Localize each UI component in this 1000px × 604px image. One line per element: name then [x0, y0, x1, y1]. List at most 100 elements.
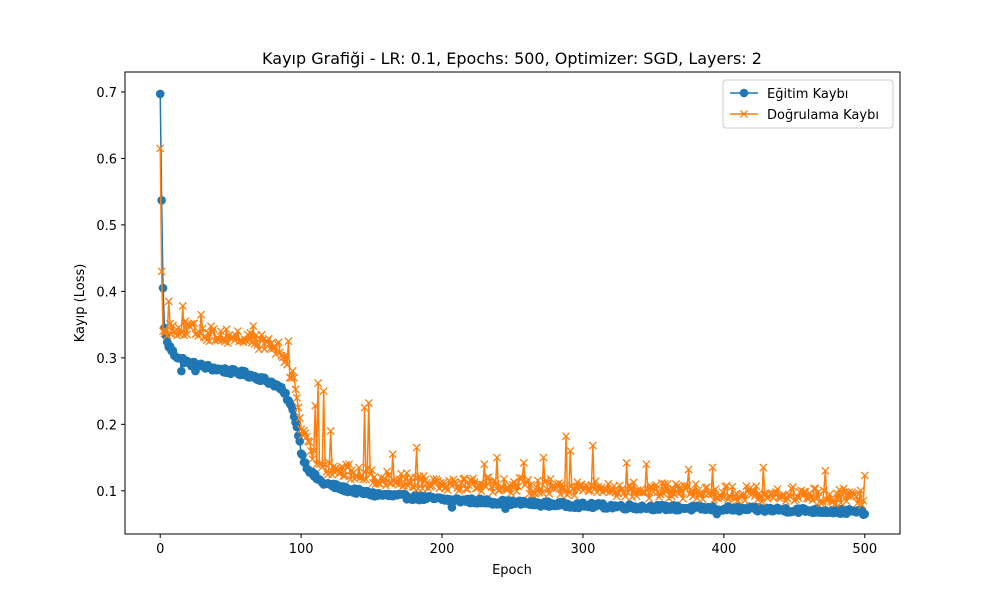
data-point: [168, 321, 177, 330]
data-point: [726, 492, 735, 502]
data-point: [512, 487, 521, 496]
data-point: [295, 413, 304, 423]
data-point: [290, 373, 299, 382]
data-point: [281, 388, 290, 398]
data-point: [302, 432, 311, 441]
data-point: [798, 492, 807, 501]
data-point: [519, 458, 528, 467]
data-point: [860, 509, 870, 519]
data-point: [178, 301, 187, 311]
data-point: [638, 488, 647, 497]
data-point: [174, 323, 183, 332]
data-point: [788, 482, 797, 491]
data-point: [222, 325, 231, 334]
data-point: [288, 405, 297, 415]
data-point: [756, 492, 765, 501]
data-point: [622, 458, 631, 467]
data-point: [321, 460, 330, 469]
data-point: [542, 476, 551, 485]
data-point: [257, 330, 266, 339]
data-point: [800, 487, 809, 496]
data-point: [209, 324, 218, 333]
data-point: [284, 337, 293, 346]
data-point: [545, 489, 554, 498]
y-axis: 0.1 0.2 0.3 0.4 0.5 0.6 0.7: [96, 86, 125, 500]
x-tick-label: 0: [156, 542, 164, 557]
data-point: [499, 474, 509, 483]
data-point: [716, 493, 726, 502]
data-point: [476, 479, 485, 488]
data-point: [263, 337, 272, 346]
data-point: [388, 450, 397, 459]
data-point: [319, 387, 328, 396]
data-point: [364, 398, 373, 408]
y-tick-label: 0.1: [96, 485, 117, 500]
data-point: [313, 379, 323, 388]
data-point: [662, 487, 671, 496]
data-point: [690, 487, 699, 496]
data-point: [711, 484, 720, 494]
data-point: [702, 483, 712, 492]
data-point: [642, 460, 651, 469]
x-tick-label: 300: [571, 542, 596, 557]
y-tick-label: 0.5: [96, 219, 117, 234]
data-point: [859, 496, 868, 505]
data-point: [189, 319, 199, 328]
data-point: [629, 478, 638, 487]
data-point: [492, 453, 502, 462]
data-point: [488, 488, 497, 497]
data-point: [470, 478, 479, 487]
data-point: [157, 195, 166, 205]
data-point: [157, 267, 166, 276]
data-point: [306, 446, 316, 455]
y-tick-label: 0.7: [96, 86, 117, 101]
data-point: [728, 482, 737, 491]
data-point: [618, 484, 627, 493]
y-tick-label: 0.4: [96, 285, 117, 300]
data-point: [491, 480, 500, 489]
data-point: [621, 492, 630, 501]
data-point: [281, 351, 290, 360]
data-point: [670, 490, 679, 499]
data-point: [381, 481, 390, 490]
data-point: [694, 486, 703, 495]
data-point: [745, 489, 754, 498]
series-validation-loss: [156, 144, 869, 509]
y-axis-label: Kayıp (Loss): [73, 264, 88, 343]
chart-title: Kayıp Grafiği - LR: 0.1, Epochs: 500, Op…: [262, 49, 762, 68]
data-point: [361, 475, 371, 484]
data-point: [340, 471, 349, 480]
data-point: [370, 473, 379, 482]
data-point: [561, 432, 571, 441]
data-point: [412, 443, 421, 452]
data-point: [156, 144, 165, 153]
legend-box: [722, 79, 894, 129]
x-tick-label: 400: [711, 542, 736, 557]
data-point: [291, 385, 300, 394]
data-point: [573, 478, 582, 487]
data-point: [591, 477, 600, 486]
data-point: [684, 465, 693, 474]
data-point: [836, 498, 845, 508]
data-point: [757, 497, 766, 506]
data-point: [335, 469, 344, 478]
data-point: [526, 480, 535, 489]
legend-item: Eğitim Kaybı: [730, 87, 848, 102]
data-point: [480, 460, 489, 469]
data-point: [678, 494, 688, 503]
data-point: [197, 310, 206, 319]
data-point: [288, 366, 297, 375]
data-point: [819, 486, 828, 495]
data-point: [271, 350, 280, 359]
data-point: [177, 366, 186, 376]
data-point: [570, 491, 579, 500]
y-tick-label: 0.6: [96, 152, 117, 167]
data-point: [359, 475, 368, 484]
data-point: [294, 403, 303, 412]
data-point: [707, 490, 716, 499]
data-point: [309, 446, 318, 455]
data-point: [246, 328, 255, 337]
data-point: [287, 374, 296, 383]
data-point: [855, 495, 864, 504]
